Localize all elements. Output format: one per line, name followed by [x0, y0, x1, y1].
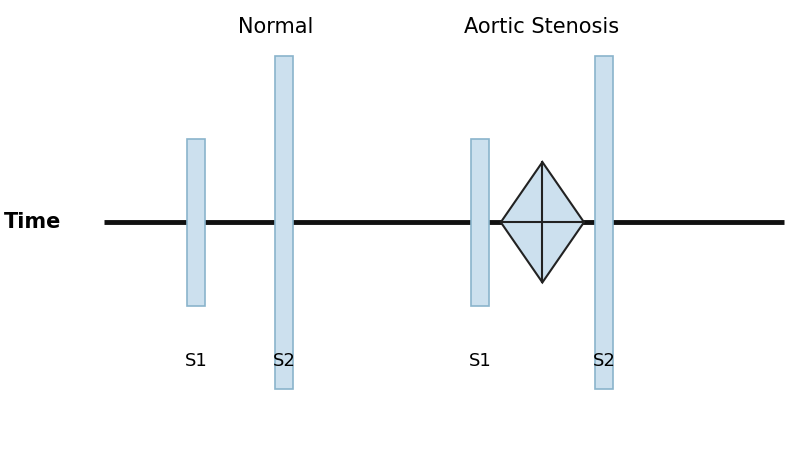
Text: S1: S1: [185, 352, 207, 370]
Bar: [275, 56, 293, 389]
Bar: [471, 139, 489, 306]
Bar: [595, 56, 613, 389]
Bar: [187, 139, 205, 306]
Text: Time: Time: [4, 212, 62, 232]
Text: S2: S2: [593, 352, 615, 370]
Polygon shape: [501, 162, 584, 282]
Text: Normal: Normal: [238, 17, 314, 37]
Text: S1: S1: [469, 352, 491, 370]
Text: S2: S2: [273, 352, 295, 370]
Text: Aortic Stenosis: Aortic Stenosis: [465, 17, 619, 37]
